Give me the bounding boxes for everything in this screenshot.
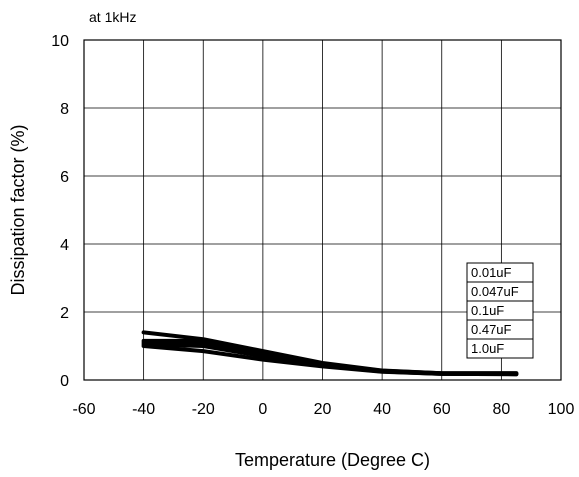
plot-frame bbox=[83, 39, 562, 381]
x-tick-label: 20 bbox=[314, 401, 332, 418]
x-tick-label: 60 bbox=[433, 401, 451, 418]
y-tick-labels: 0 2 4 6 8 10 bbox=[51, 33, 69, 390]
x-tick-label: -60 bbox=[72, 401, 95, 418]
x-tick-label: 80 bbox=[492, 401, 510, 418]
legend-label: 0.047uF bbox=[471, 284, 519, 299]
legend-label: 1.0uF bbox=[471, 341, 504, 356]
chart-annotation: at 1kHz bbox=[89, 9, 136, 25]
y-tick-label: 2 bbox=[60, 305, 69, 322]
x-tick-label: -40 bbox=[132, 401, 155, 418]
x-tick-label: 100 bbox=[548, 401, 575, 418]
x-tick-labels: -60 -40 -20 0 20 40 60 80 100 bbox=[72, 401, 574, 418]
y-axis-title: Dissipation factor (%) bbox=[8, 124, 28, 295]
legend-label: 0.47uF bbox=[471, 322, 512, 337]
y-tick-label: 4 bbox=[60, 237, 69, 254]
series-line-5 bbox=[141, 344, 519, 377]
y-tick-label: 6 bbox=[60, 169, 69, 186]
series-group bbox=[141, 330, 519, 377]
legend: 0.01uF 0.047uF 0.1uF 0.47uF 1.0uF bbox=[466, 262, 534, 359]
legend-label: 0.01uF bbox=[471, 265, 512, 280]
grid bbox=[84, 40, 561, 380]
x-axis-title: Temperature (Degree C) bbox=[235, 450, 430, 470]
legend-box bbox=[466, 338, 534, 359]
legend-label: 0.1uF bbox=[471, 303, 504, 318]
x-tick-label: -20 bbox=[192, 401, 215, 418]
y-tick-label: 8 bbox=[60, 101, 69, 118]
x-tick-label: 40 bbox=[373, 401, 391, 418]
y-tick-label: 0 bbox=[60, 373, 69, 390]
x-tick-label: 0 bbox=[258, 401, 267, 418]
y-tick-label: 10 bbox=[51, 33, 69, 50]
